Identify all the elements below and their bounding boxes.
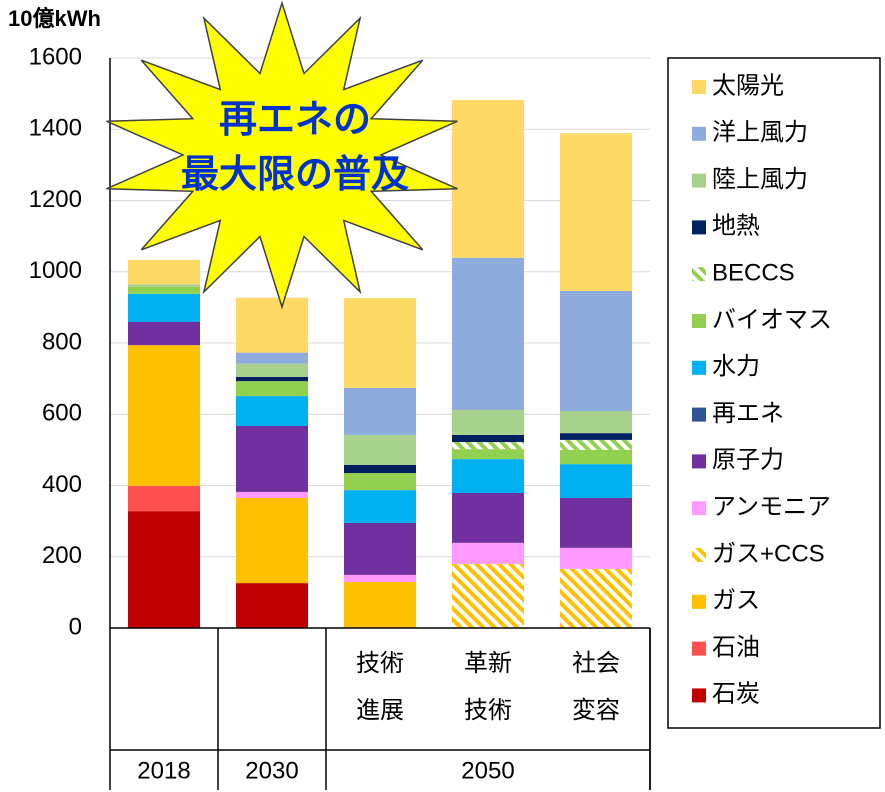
bar-segment bbox=[236, 396, 308, 426]
bar-segment bbox=[452, 449, 524, 459]
bar-segment bbox=[128, 322, 200, 345]
legend-label: 石油 bbox=[712, 634, 760, 661]
group-label: 2018 bbox=[137, 757, 190, 784]
bar-segment bbox=[452, 543, 524, 564]
y-tick-label: 1600 bbox=[29, 43, 82, 70]
y-tick-label: 400 bbox=[42, 471, 82, 498]
bar-segment bbox=[452, 493, 524, 543]
bar-segment bbox=[452, 564, 524, 628]
legend-label: ガス bbox=[712, 587, 760, 614]
legend-swatch bbox=[692, 408, 706, 422]
bar-segment bbox=[128, 486, 200, 511]
bar-segment bbox=[236, 353, 308, 364]
legend-swatch bbox=[692, 454, 706, 468]
bar-segment bbox=[236, 426, 308, 492]
bar-segment bbox=[344, 490, 416, 523]
bar-segment bbox=[560, 440, 632, 450]
bar-segment bbox=[560, 498, 632, 548]
legend-swatch bbox=[692, 220, 706, 234]
legend-swatch bbox=[692, 361, 706, 375]
bar-segment bbox=[344, 473, 416, 490]
page: {"chart_data":{"type":"stacked-bar","y_u… bbox=[0, 0, 885, 792]
legend-label: 原子力 bbox=[712, 447, 784, 474]
bar-segment bbox=[452, 258, 524, 410]
bar-segment bbox=[236, 381, 308, 396]
bar-segment bbox=[560, 133, 632, 291]
x-tick-label: 社会変容 bbox=[572, 650, 620, 724]
bar-segment bbox=[560, 411, 632, 433]
legend-swatch bbox=[692, 314, 706, 328]
annotation: 再エネの bbox=[219, 99, 371, 141]
legend-box bbox=[668, 58, 880, 728]
legend-swatch bbox=[692, 80, 706, 94]
bar-segment bbox=[452, 459, 524, 493]
legend-label: BECCS bbox=[712, 260, 795, 287]
legend-label: ガス+CCS bbox=[712, 540, 825, 567]
group-label: 2050 bbox=[461, 757, 514, 784]
y-tick-label: 800 bbox=[42, 328, 82, 355]
group-label: 2030 bbox=[245, 757, 298, 784]
legend-label: 石炭 bbox=[712, 681, 760, 708]
bar-segment bbox=[560, 291, 632, 411]
bar-segment bbox=[236, 498, 308, 583]
y-tick-label: 1000 bbox=[29, 257, 82, 284]
bar-segment bbox=[560, 464, 632, 498]
legend-swatch bbox=[692, 548, 706, 562]
bar-segment bbox=[344, 435, 416, 465]
legend-label: 陸上風力 bbox=[712, 166, 808, 193]
legend-label: 再エネ bbox=[712, 400, 784, 427]
y-tick-label: 1200 bbox=[29, 186, 82, 213]
bar-segment bbox=[128, 260, 200, 284]
y-unit: 10億kWh bbox=[8, 6, 101, 31]
y-tick-label: 0 bbox=[69, 613, 82, 640]
bar-segment bbox=[344, 575, 416, 582]
bar-segment bbox=[560, 450, 632, 464]
bar-segment bbox=[560, 433, 632, 440]
bar-segment bbox=[452, 410, 524, 435]
bar-segment bbox=[344, 388, 416, 435]
bar-segment bbox=[236, 364, 308, 377]
bar-segment bbox=[344, 582, 416, 628]
legend-label: アンモニア bbox=[712, 494, 831, 521]
bar-segment bbox=[560, 548, 632, 569]
annotation: 最大限の普及 bbox=[181, 154, 409, 196]
bar-segment bbox=[128, 284, 200, 286]
bar-segment bbox=[560, 569, 632, 628]
x-tick-label: 技術進展 bbox=[356, 650, 404, 724]
bar-segment bbox=[236, 298, 308, 353]
bar-segment bbox=[452, 442, 524, 449]
legend-swatch bbox=[692, 501, 706, 515]
bar-segment bbox=[236, 583, 308, 628]
legend-swatch bbox=[692, 267, 706, 281]
legend-swatch bbox=[692, 688, 706, 702]
legend-label: 地熱 bbox=[712, 213, 760, 240]
legend-swatch bbox=[692, 174, 706, 188]
legend-swatch bbox=[692, 642, 706, 656]
bar-segment bbox=[128, 511, 200, 628]
bar-segment bbox=[128, 294, 200, 322]
legend-label: 太陽光 bbox=[712, 72, 784, 99]
legend-label: 洋上風力 bbox=[712, 119, 808, 146]
bar-segment bbox=[452, 100, 524, 258]
bar-segment bbox=[236, 492, 308, 498]
bar-segment bbox=[344, 523, 416, 575]
bar-segment bbox=[344, 465, 416, 473]
y-tick-label: 600 bbox=[42, 400, 82, 427]
bar-segment bbox=[236, 377, 308, 381]
bar-segment bbox=[128, 287, 200, 294]
bar-segment bbox=[344, 298, 416, 388]
chart: 10億kWh 0 200 400 600 800 1000 1200 1400 1600 2018… bbox=[0, 0, 885, 792]
y-tick-label: 200 bbox=[42, 542, 82, 569]
x-tick-label: 革新技術 bbox=[464, 650, 512, 724]
bar-segment bbox=[452, 435, 524, 442]
legend-swatch bbox=[692, 127, 706, 141]
bar-segment bbox=[128, 345, 200, 486]
y-tick-label: 1400 bbox=[29, 115, 82, 142]
legend-swatch bbox=[692, 595, 706, 609]
legend-label: バイオマス bbox=[712, 306, 832, 333]
legend-label: 水力 bbox=[712, 353, 760, 380]
